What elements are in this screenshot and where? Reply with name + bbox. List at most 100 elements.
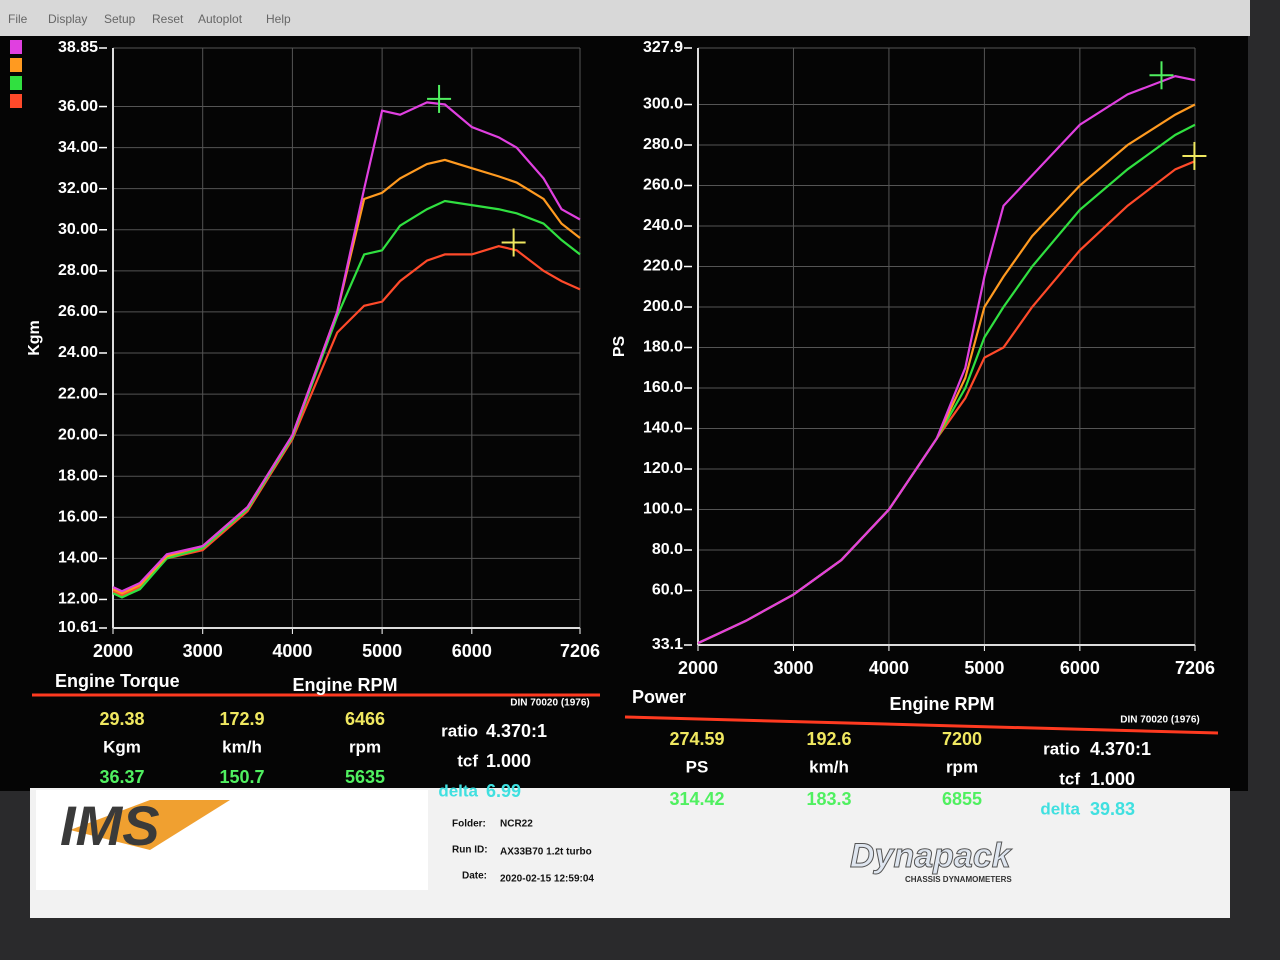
legend-swatch [10,40,22,54]
x-axis-label: Engine RPM [292,675,397,695]
x-tick-label: 6000 [1060,658,1100,678]
menu-item: Display [48,12,87,26]
standard: DIN 70020 (1976) [1120,715,1200,726]
y-tick-label: 33.1 [652,636,683,653]
readout-unit: rpm [349,737,381,756]
y-axis-label: PS [611,336,628,358]
readout-speed: 150.7 [219,767,264,787]
readout-rpm: 6855 [942,789,982,809]
readout-speed: 192.6 [806,729,851,749]
series-line [112,199,581,599]
x-tick-label: 5000 [362,641,402,661]
readout-value: 274.59 [669,729,724,749]
readout-tcf: 1.000 [486,751,531,771]
x-tick-label: 7206 [560,641,600,661]
y-tick-label: 140.0 [643,420,683,437]
menu-bar [0,0,1250,36]
caption: Power [632,687,686,707]
readout-speed: 172.9 [219,709,264,729]
readout-label: tcf [457,751,478,770]
y-tick-label: 160.0 [643,379,683,396]
y-tick-label: 32.00 [58,180,98,197]
y-tick-label: 22.00 [58,385,98,402]
logo-right-sub: CHASSIS DYNAMOMETERS [905,875,1012,884]
y-tick-label: 36.00 [58,98,98,115]
y-tick-label: 60.0 [652,582,683,599]
menu-item: Setup [104,12,136,26]
legend-swatch [10,94,22,108]
series-line [112,158,581,595]
y-tick-label: 240.0 [643,217,683,234]
run: AX33B70 1.2t turbo [500,847,592,858]
y-tick-label: 12.00 [58,591,98,608]
y-tick-label: 220.0 [643,258,683,275]
y-tick-label: 280.0 [643,136,683,153]
y-tick-label: 327.9 [643,39,683,56]
readout-unit: km/h [809,757,849,776]
y-tick-label: 26.00 [58,303,98,320]
y-tick-label: 80.0 [652,541,683,558]
readout-ratio: 4.370:1 [1090,739,1151,759]
caption: Engine Torque [55,671,180,691]
readout-rpm: 5635 [345,767,385,787]
menu-item: Autoplot [198,12,243,26]
folder-label: Folder: [452,819,486,830]
series-line [697,75,1196,645]
readout-label: delta [1040,799,1080,818]
x-axis-label: Engine RPM [889,694,994,714]
legend-swatch [10,58,22,72]
x-tick-label: 2000 [93,641,133,661]
standard: DIN 70020 (1976) [510,698,590,709]
logo-stripe [70,800,230,850]
menu-item: File [8,12,28,26]
menu-item: Help [266,12,291,26]
x-tick-label: 4000 [272,641,312,661]
x-tick-label: 4000 [869,658,909,678]
x-tick-label: 3000 [183,641,223,661]
series-line [112,101,581,593]
y-tick-label: 200.0 [643,298,683,315]
y-tick-label: 260.0 [643,177,683,194]
readout-label: ratio [1043,739,1080,758]
logo-box [36,790,428,890]
y-tick-label: 300.0 [643,96,683,113]
readout-delta: 6.99 [486,781,521,801]
readout-tcf: 1.000 [1090,769,1135,789]
readout-unit: km/h [222,737,262,756]
y-tick-label: 38.85 [58,39,98,56]
readout-rpm: 7200 [942,729,982,749]
readout-value: 314.42 [669,789,724,809]
readout-unit: Kgm [103,737,141,756]
y-tick-label: 100.0 [643,501,683,518]
x-tick-label: 3000 [773,658,813,678]
readout-label: tcf [1059,769,1080,788]
y-tick-label: 120.0 [643,460,683,477]
y-tick-label: 20.00 [58,426,98,443]
readout-speed: 183.3 [806,789,851,809]
y-tick-label: 16.00 [58,509,98,526]
menu-item: Reset [152,12,184,26]
y-tick-label: 30.00 [58,221,98,238]
logo-right: Dynapack [850,837,1013,875]
y-tick-label: 18.00 [58,467,98,484]
readout-label: delta [438,781,478,800]
x-tick-label: 6000 [452,641,492,661]
y-tick-label: 180.0 [643,339,683,356]
x-tick-label: 2000 [678,658,718,678]
date-label: Date: [462,871,487,882]
readout-delta: 39.83 [1090,799,1135,819]
readout-rpm: 6466 [345,709,385,729]
separator [624,715,1219,735]
logo-left: IMS [60,794,160,857]
date: 2020-02-15 12:59:04 [500,874,594,885]
y-tick-label: 10.61 [58,619,98,636]
readout-value: 29.38 [99,709,144,729]
y-tick-label: 14.00 [58,550,98,567]
y-tick-label: 28.00 [58,262,98,279]
readout-unit: rpm [946,757,978,776]
readout-value: 36.37 [99,767,144,787]
folder: NCR22 [500,819,533,830]
readout-ratio: 4.370:1 [486,721,547,741]
